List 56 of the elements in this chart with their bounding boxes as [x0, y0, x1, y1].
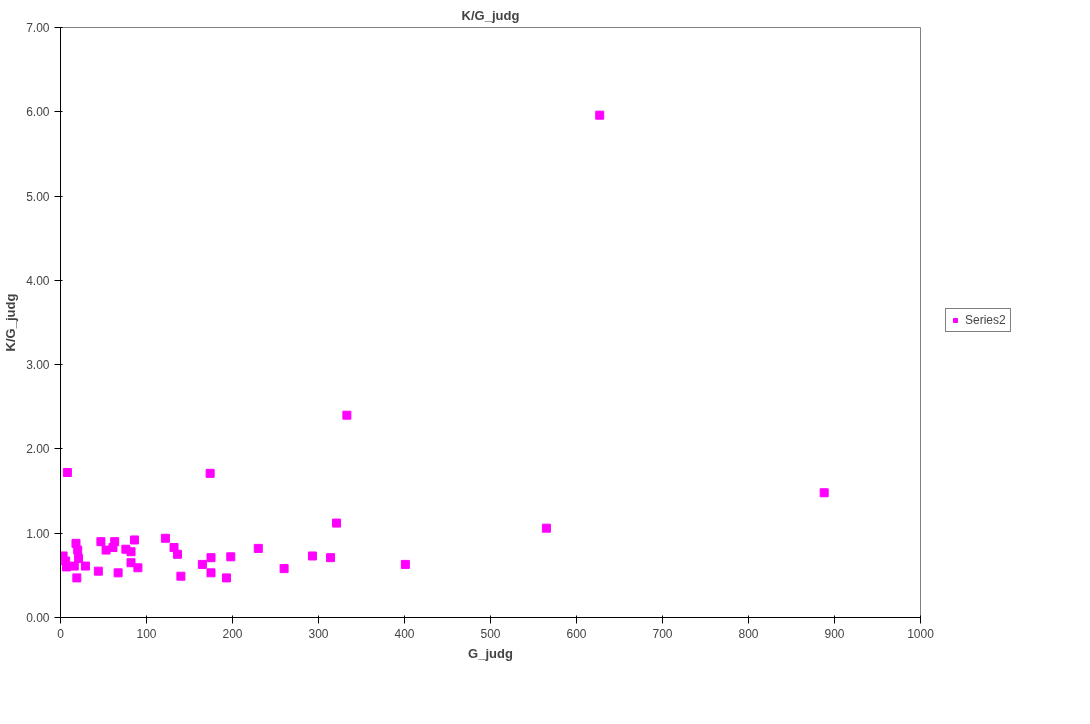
y-tick-label: 2.00 — [26, 442, 50, 457]
x-axis-title: G_judg — [468, 645, 513, 661]
x-tick-label: 1000 — [907, 626, 935, 641]
point — [176, 571, 186, 581]
point — [126, 547, 136, 557]
point — [73, 545, 83, 555]
point — [226, 552, 236, 562]
point — [72, 573, 82, 583]
y-tick-label: 1.00 — [26, 526, 50, 541]
x-tick-label: 100 — [136, 626, 157, 641]
x-tick-label: 300 — [308, 626, 329, 641]
point — [113, 568, 123, 578]
point — [307, 551, 317, 561]
point — [69, 561, 79, 571]
y-axis-title: K/G_judg — [3, 293, 19, 352]
x-tick-label: 500 — [480, 626, 501, 641]
point — [332, 518, 342, 528]
point — [129, 535, 139, 545]
point — [279, 564, 289, 574]
point — [62, 562, 72, 572]
point — [62, 468, 72, 478]
y-tick-label: 6.00 — [26, 105, 50, 120]
point — [400, 559, 410, 569]
point — [108, 543, 118, 553]
point — [819, 488, 829, 498]
point — [206, 553, 216, 563]
y-tick-label: 3.00 — [26, 358, 50, 373]
point — [126, 558, 136, 568]
y-tick-label: 5.00 — [26, 189, 50, 204]
point — [172, 549, 182, 559]
point — [221, 573, 231, 583]
x-tick-label: 800 — [738, 626, 759, 641]
point — [342, 410, 352, 420]
point — [253, 543, 263, 553]
point — [541, 523, 551, 533]
point — [595, 110, 605, 120]
x-tick-label: 900 — [824, 626, 845, 641]
x-tick-label: 400 — [394, 626, 415, 641]
point — [93, 566, 103, 576]
x-tick-label: 600 — [566, 626, 587, 641]
point — [133, 563, 143, 573]
chart-title: K/G_judg — [461, 7, 520, 23]
y-tick-label: 0.00 — [26, 611, 50, 625]
x-tick-label: 0 — [57, 626, 65, 641]
point — [206, 568, 216, 578]
point — [160, 533, 170, 543]
point — [197, 559, 207, 569]
point — [326, 553, 336, 563]
y-tick-label: 4.00 — [26, 273, 50, 288]
point — [205, 468, 215, 478]
x-tick-label: 700 — [652, 626, 673, 641]
x-tick-label: 200 — [222, 626, 243, 641]
y-tick-label: 7.00 — [26, 21, 50, 35]
legend-label: Series2 — [965, 313, 1006, 327]
point — [80, 561, 90, 571]
point — [96, 537, 106, 547]
